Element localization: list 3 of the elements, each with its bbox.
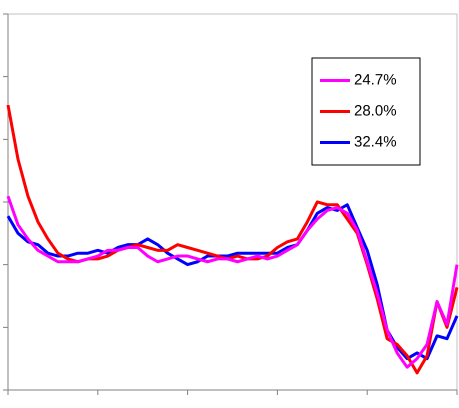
legend-label: 24.7% bbox=[354, 72, 397, 89]
legend-label: 32.4% bbox=[354, 134, 397, 151]
legend-label: 28.0% bbox=[354, 102, 397, 120]
